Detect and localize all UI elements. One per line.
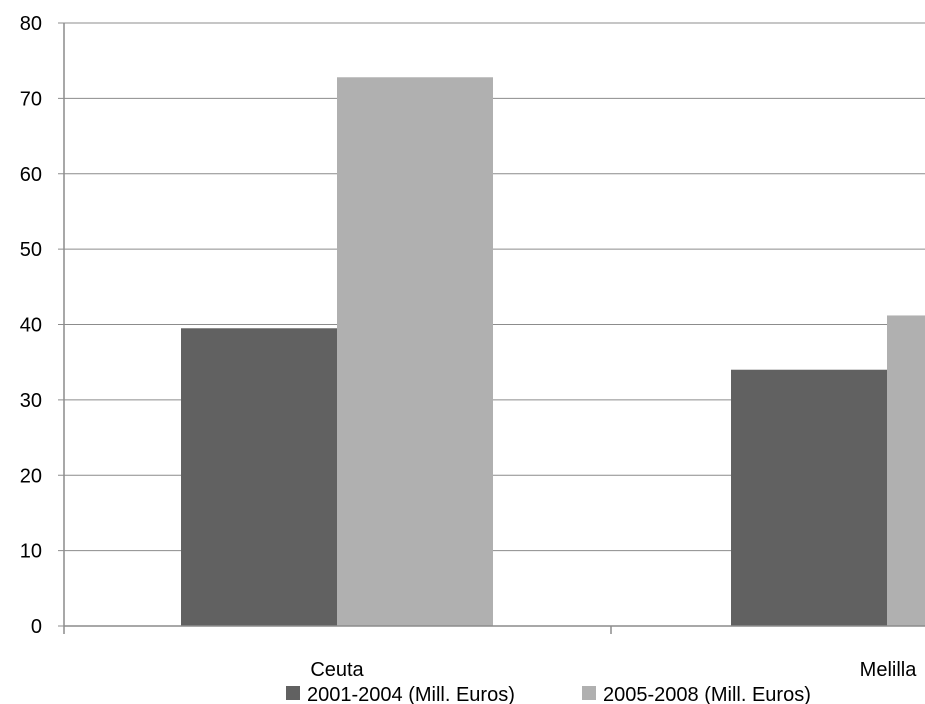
y-tick-label: 80 — [20, 13, 42, 35]
axes — [58, 22, 925, 634]
y-tick-label: 0 — [31, 616, 42, 638]
legend-label-2: 2005-2008 (Mill. Euros) — [603, 684, 811, 704]
y-tick-label: 10 — [20, 541, 42, 563]
legend-swatch-1 — [286, 686, 300, 700]
y-tick-labels: 0 10 20 30 40 50 60 70 80 — [20, 13, 42, 638]
legend-label-1: 2001-2004 (Mill. Euros) — [307, 684, 515, 704]
legend-swatch-2 — [582, 686, 596, 700]
category-labels: Ceuta Melilla — [310, 659, 917, 681]
y-tick-label: 20 — [20, 465, 42, 487]
category-label: Ceuta — [310, 659, 364, 681]
bar-1-melilla — [731, 369, 887, 626]
bars — [181, 77, 925, 626]
bar-2-ceuta — [337, 77, 493, 626]
y-tick-label: 60 — [20, 164, 42, 186]
y-tick-label: 30 — [20, 390, 42, 412]
bar-2-melilla — [887, 315, 925, 626]
y-tick-label: 40 — [20, 315, 42, 337]
bar-1-ceuta — [181, 328, 337, 626]
legend: 2001-2004 (Mill. Euros) 2005-2008 (Mill. … — [286, 684, 811, 704]
y-tick-label: 50 — [20, 239, 42, 261]
category-label: Melilla — [860, 659, 918, 681]
y-tick-label: 70 — [20, 88, 42, 110]
